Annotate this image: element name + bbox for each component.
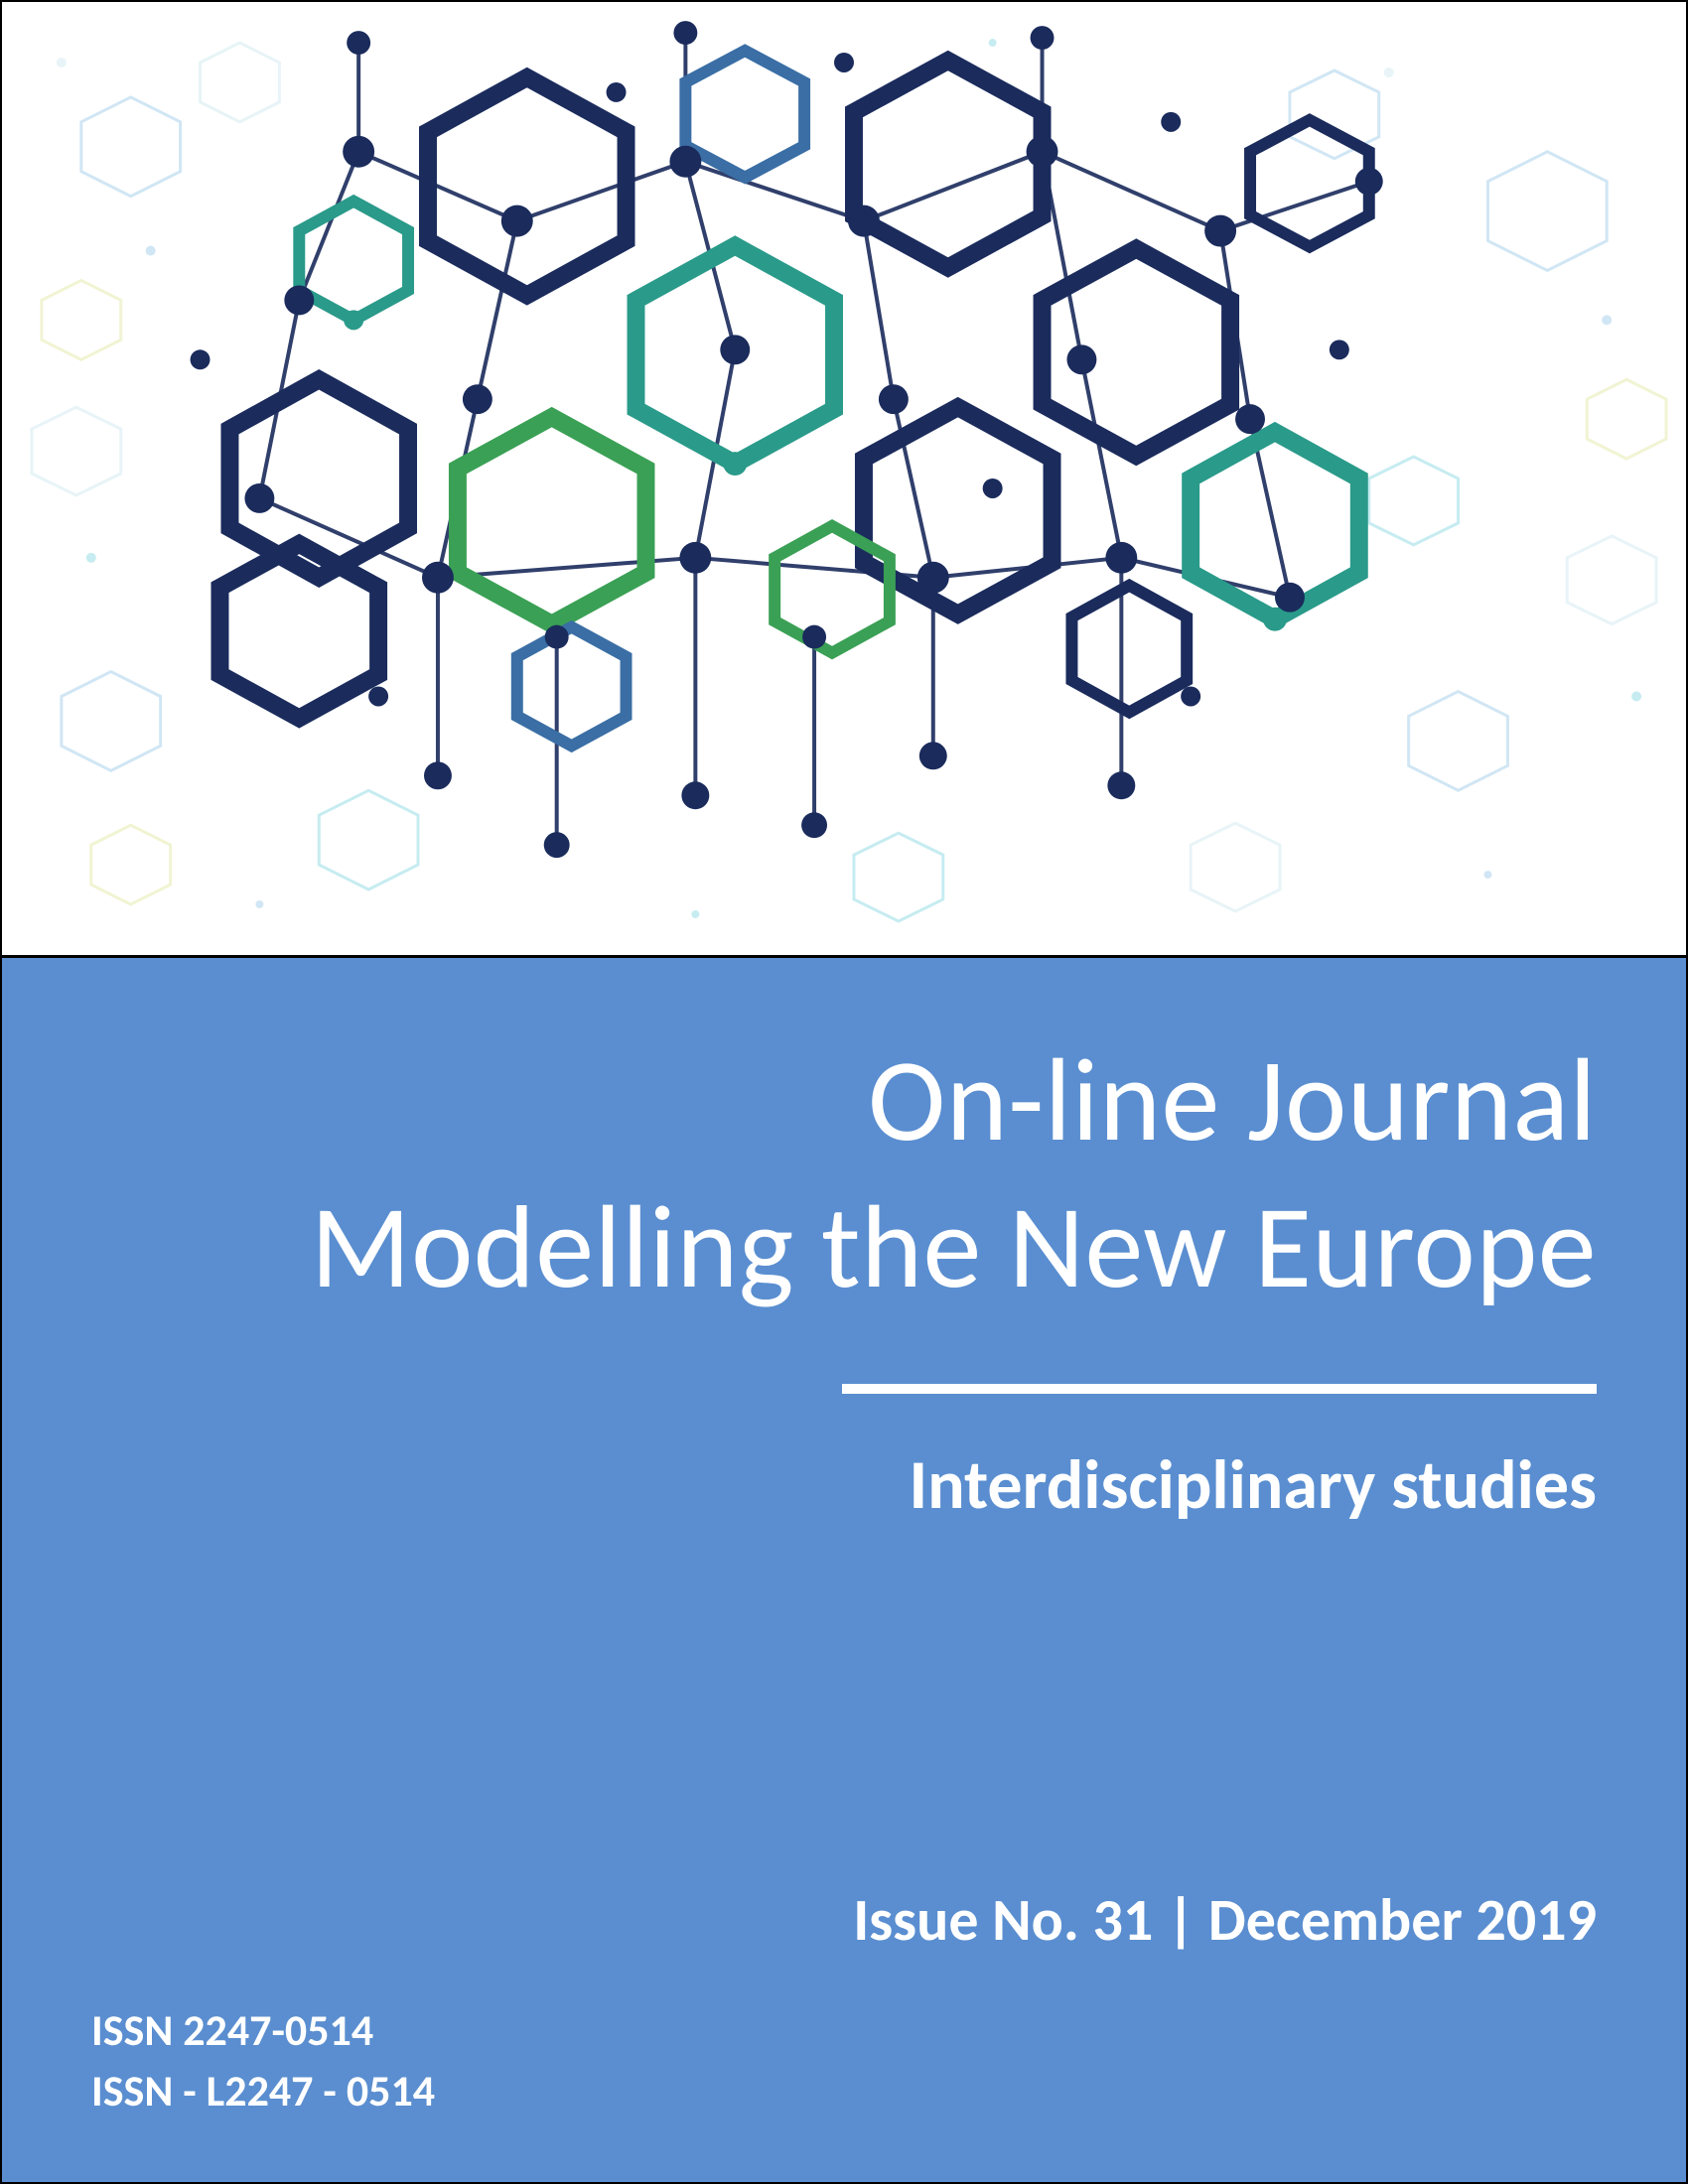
title-divider: [842, 1384, 1597, 1394]
journal-title-line2: Modelling the New Europe: [91, 1174, 1597, 1321]
journal-subtitle: Interdisciplinary studies: [91, 1441, 1597, 1527]
journal-cover-page: On-line Journal Modelling the New Europe…: [0, 0, 1688, 2184]
issn-primary: ISSN 2247-0514: [91, 2000, 435, 2062]
network-hexagon-graphic: [2, 2, 1686, 955]
journal-title-line1: On-line Journal: [91, 1027, 1597, 1174]
title-panel: On-line Journal Modelling the New Europe…: [2, 955, 1686, 2182]
journal-title-block: On-line Journal Modelling the New Europe: [91, 1027, 1597, 1320]
issue-number: Issue No. 31 | December 2019: [91, 1884, 1597, 1957]
cover-graphic: [2, 2, 1686, 955]
issn-linking: ISSN - L2247 - 0514: [91, 2061, 435, 2122]
issn-block: ISSN 2247-0514 ISSN - L2247 - 0514: [91, 2000, 435, 2122]
